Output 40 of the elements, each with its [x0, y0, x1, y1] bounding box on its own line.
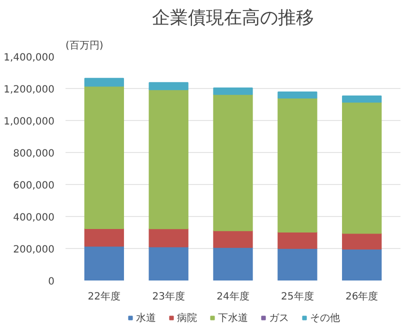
x-tick-label: 25年度 [281, 290, 314, 302]
bar [148, 246, 188, 280]
y-tick-label: 1,200,000 [4, 84, 55, 96]
x-tick-label: 23年度 [152, 290, 185, 302]
y-tick-label: 1,400,000 [4, 52, 55, 64]
bar [213, 230, 253, 248]
bar [278, 97, 318, 233]
bar [342, 96, 382, 103]
y-tick-label: 400,000 [13, 212, 55, 224]
bar [213, 246, 253, 280]
legend-label: 水道 [136, 312, 156, 324]
x-tick-label: 24年度 [216, 290, 250, 302]
y-tick-label: 600,000 [13, 180, 55, 192]
bar [342, 248, 382, 280]
bar [148, 89, 188, 230]
bar [213, 88, 253, 95]
bar [213, 94, 253, 232]
x-tick-label: 22年度 [88, 290, 121, 302]
legend-label: その他 [310, 312, 340, 324]
bar [84, 86, 124, 229]
y-tick-label: 800,000 [13, 148, 55, 160]
bar [148, 82, 188, 90]
y-axis-title: (百万円) [66, 40, 104, 52]
legend-label: ガス [269, 312, 289, 324]
bar [84, 246, 124, 280]
bar [278, 232, 318, 249]
bar [84, 78, 124, 87]
y-tick-label: 200,000 [13, 244, 55, 256]
bar [84, 228, 124, 247]
y-tick-label: 0 [48, 276, 55, 288]
bar [148, 228, 188, 248]
bar [342, 102, 382, 234]
bar [278, 248, 318, 280]
y-tick-label: 1,000,000 [4, 116, 55, 128]
bar [278, 92, 318, 98]
bar [342, 232, 382, 250]
legend-label: 下水道 [218, 312, 248, 324]
x-tick-label: 26年度 [345, 290, 378, 302]
legend-label: 病院 [177, 312, 197, 324]
chart-title: 企業債現在高の推移 [152, 8, 314, 28]
